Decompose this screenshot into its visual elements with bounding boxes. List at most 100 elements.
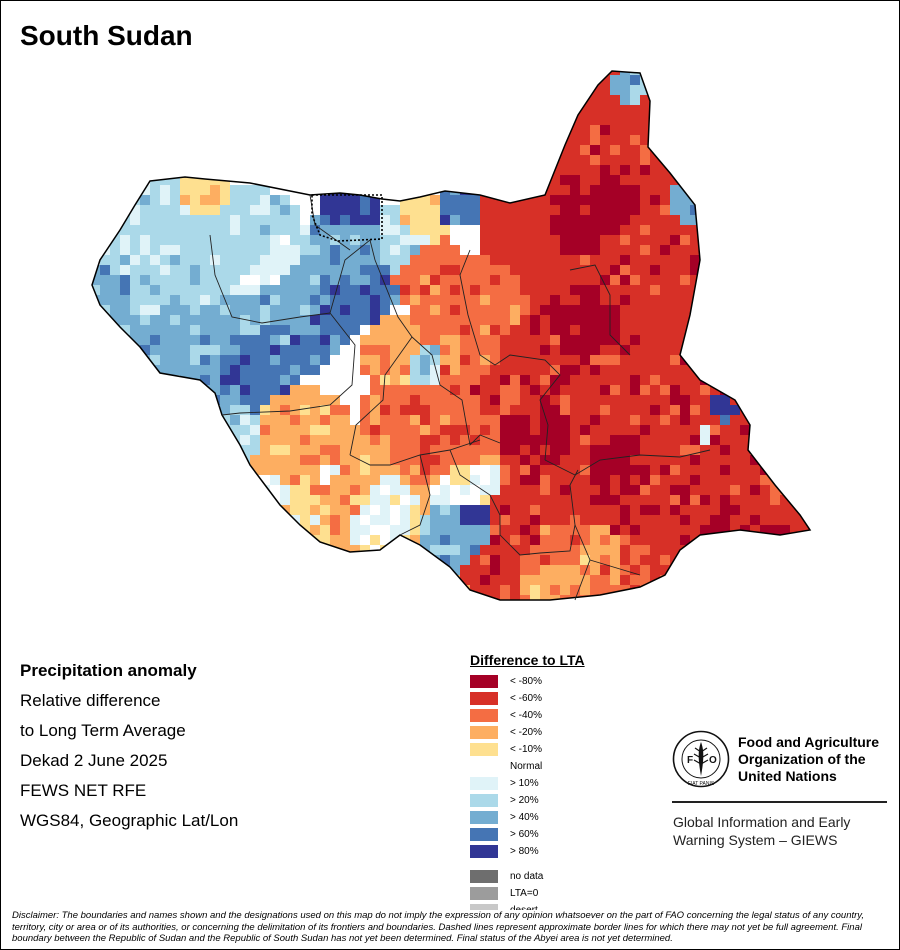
anomaly-cell: [250, 315, 260, 325]
anomaly-cell: [790, 395, 800, 405]
anomaly-cell: [92, 71, 100, 75]
anomaly-cell: [440, 295, 450, 305]
anomaly-cell: [780, 415, 790, 425]
anomaly-cell: [640, 445, 650, 455]
anomaly-cell: [680, 555, 690, 565]
anomaly-cell: [790, 435, 800, 445]
anomaly-cell: [160, 315, 170, 325]
anomaly-cell: [620, 595, 630, 600]
anomaly-cell: [260, 605, 270, 615]
anomaly-cell: [200, 255, 210, 265]
anomaly-cell: [800, 465, 810, 475]
anomaly-cell: [250, 575, 260, 585]
anomaly-cell: [92, 355, 100, 365]
anomaly-cell: [210, 605, 220, 615]
anomaly-cell: [100, 475, 110, 485]
anomaly-cell: [600, 535, 610, 545]
anomaly-cell: [450, 525, 460, 535]
anomaly-cell: [200, 585, 210, 595]
anomaly-cell: [580, 365, 590, 375]
anomaly-cell: [780, 605, 790, 615]
anomaly-cell: [780, 205, 790, 215]
anomaly-cell: [710, 485, 720, 495]
anomaly-cell: [440, 575, 450, 585]
anomaly-cell: [300, 545, 310, 555]
anomaly-cell: [150, 195, 160, 205]
anomaly-cell: [800, 71, 810, 75]
anomaly-cell: [290, 415, 300, 425]
anomaly-cell: [360, 395, 370, 405]
anomaly-cell: [440, 555, 450, 565]
anomaly-cell: [700, 415, 710, 425]
anomaly-cell: [810, 115, 820, 125]
anomaly-cell: [740, 515, 750, 525]
anomaly-cell: [130, 335, 140, 345]
anomaly-cell: [370, 125, 380, 135]
anomaly-cell: [550, 595, 560, 600]
anomaly-cell: [220, 535, 230, 545]
anomaly-cell: [400, 95, 410, 105]
anomaly-cell: [640, 185, 650, 195]
anomaly-cell: [240, 355, 250, 365]
anomaly-cell: [130, 225, 140, 235]
anomaly-cell: [220, 365, 230, 375]
anomaly-cell: [80, 125, 90, 135]
anomaly-cell: [200, 555, 210, 565]
anomaly-cell: [600, 495, 610, 505]
anomaly-cell: [340, 95, 350, 105]
anomaly-cell: [660, 445, 670, 455]
anomaly-cell: [800, 175, 810, 185]
anomaly-cell: [270, 415, 280, 425]
anomaly-cell: [460, 605, 470, 615]
anomaly-cell: [350, 205, 360, 215]
anomaly-cell: [780, 585, 790, 595]
anomaly-cell: [810, 335, 820, 345]
anomaly-cell: [700, 145, 710, 155]
anomaly-cell: [280, 205, 290, 215]
anomaly-cell: [490, 365, 500, 375]
anomaly-cell: [100, 505, 110, 515]
anomaly-cell: [720, 295, 730, 305]
anomaly-cell: [710, 545, 720, 555]
anomaly-cell: [610, 355, 620, 365]
anomaly-cell: [250, 125, 260, 135]
anomaly-cell: [600, 445, 610, 455]
anomaly-cell: [750, 605, 760, 615]
anomaly-cell: [790, 525, 800, 535]
anomaly-cell: [760, 205, 770, 215]
anomaly-cell: [650, 195, 660, 205]
anomaly-cell: [720, 395, 730, 405]
anomaly-cell: [130, 165, 140, 175]
anomaly-cell: [260, 425, 270, 435]
anomaly-cell: [390, 135, 400, 145]
anomaly-cell: [490, 275, 500, 285]
anomaly-cell: [510, 495, 520, 505]
anomaly-cell: [310, 105, 320, 115]
anomaly-cell: [590, 225, 600, 235]
anomaly-cell: [570, 465, 580, 475]
anomaly-cell: [580, 555, 590, 565]
anomaly-cell: [370, 575, 380, 585]
anomaly-cell: [680, 305, 690, 315]
anomaly-cell: [130, 95, 140, 105]
anomaly-cell: [150, 515, 160, 525]
anomaly-cell: [640, 145, 650, 155]
anomaly-cell: [140, 355, 150, 365]
anomaly-cell: [690, 525, 700, 535]
anomaly-cell: [550, 75, 560, 85]
anomaly-cell: [470, 455, 480, 465]
anomaly-cell: [300, 125, 310, 135]
anomaly-cell: [140, 395, 150, 405]
anomaly-cell: [150, 345, 160, 355]
anomaly-cell: [370, 415, 380, 425]
legend-label: > 40%: [510, 812, 539, 823]
anomaly-cell: [660, 135, 670, 145]
anomaly-cell: [510, 115, 520, 125]
anomaly-cell: [730, 555, 740, 565]
anomaly-cell: [120, 365, 130, 375]
anomaly-cell: [540, 205, 550, 215]
anomaly-cell: [140, 215, 150, 225]
anomaly-cell: [250, 145, 260, 155]
anomaly-cell: [200, 345, 210, 355]
anomaly-cell: [320, 415, 330, 425]
